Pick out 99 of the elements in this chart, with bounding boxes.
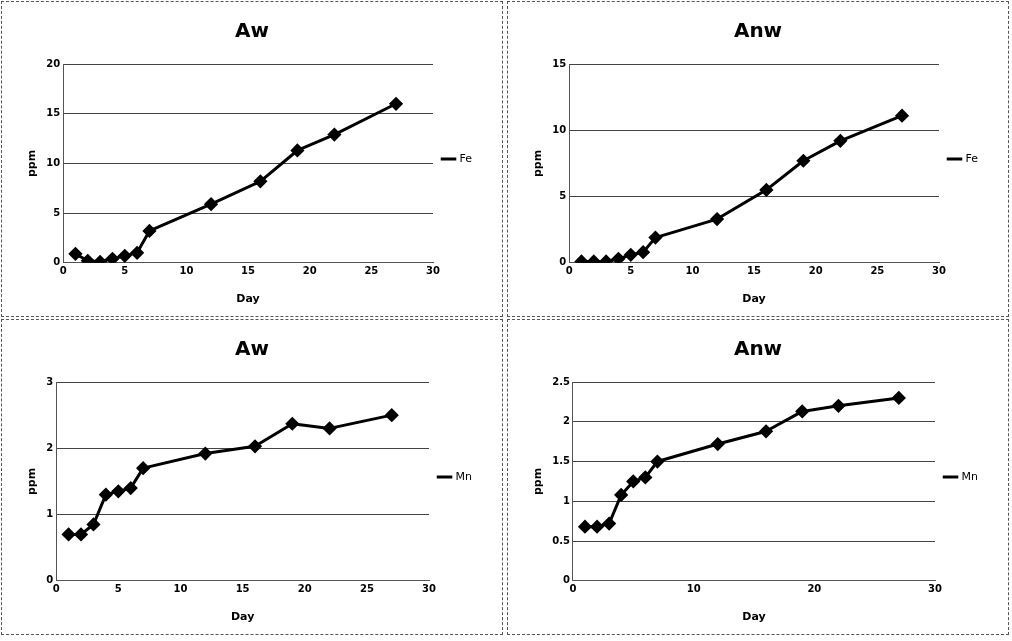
point (578, 520, 592, 534)
x-tick-label: 15 (241, 265, 256, 277)
point (253, 174, 267, 188)
point (611, 252, 625, 263)
point (285, 417, 299, 431)
point (118, 249, 132, 263)
y-tick-label: 2 (46, 441, 54, 453)
y-tick-label: 0 (559, 256, 567, 268)
point (290, 143, 304, 157)
legend-label: Fe (459, 151, 473, 165)
x-tick-label: 25 (870, 265, 885, 277)
x-tick-label: 5 (121, 265, 129, 277)
y-tick-label: 0 (562, 574, 570, 586)
y-tick-label: 2 (562, 415, 570, 427)
chart-title: Anw (733, 336, 783, 361)
x-tick-label: 20 (807, 583, 822, 595)
point (136, 461, 150, 475)
point (711, 437, 725, 451)
x-axis-title: Day (742, 292, 766, 306)
y-tick-label: 10 (46, 156, 61, 168)
point (327, 128, 341, 142)
point (892, 391, 906, 405)
point (831, 399, 845, 413)
point (248, 439, 262, 453)
x-tick-label: 10 (179, 265, 194, 277)
x-tick-label: 20 (808, 265, 823, 277)
x-tick-label: 25 (359, 583, 374, 595)
point (323, 421, 337, 435)
point (198, 447, 212, 461)
y-axis-title: ppm (25, 149, 39, 178)
point (62, 527, 76, 541)
x-tick-label: 5 (114, 583, 122, 595)
y-tick-label: 2.5 (552, 375, 570, 387)
point (602, 517, 616, 531)
point (389, 97, 403, 111)
point (142, 224, 156, 238)
chart-title: Anw (733, 18, 783, 43)
x-tick-label: 30 (422, 583, 437, 595)
point (124, 481, 138, 495)
point (624, 248, 638, 262)
point (636, 245, 650, 259)
y-axis-title: ppm (531, 467, 545, 496)
point (710, 212, 724, 226)
point (86, 517, 100, 531)
point (796, 154, 810, 168)
point (130, 246, 144, 260)
point (650, 455, 664, 469)
x-tick-label: 20 (297, 583, 312, 595)
point (759, 183, 773, 197)
x-tick-label: 10 (686, 583, 701, 595)
point (626, 474, 640, 488)
x-tick-label: 30 (932, 265, 946, 277)
y-tick-label: 0 (46, 574, 54, 586)
point (759, 424, 773, 438)
y-tick-label: 20 (46, 57, 61, 69)
point (614, 488, 628, 502)
legend-label: Mn (455, 469, 473, 483)
point (590, 520, 604, 534)
y-tick-label: 1 (46, 508, 54, 520)
y-tick-label: 15 (552, 57, 567, 69)
legend-label: Mn (961, 469, 979, 483)
point (895, 109, 909, 123)
point (204, 197, 218, 211)
point (795, 404, 809, 418)
x-tick-label: 10 (685, 265, 700, 277)
legend-label: Fe (965, 151, 979, 165)
y-tick-label: 3 (46, 375, 54, 387)
y-tick-label: 10 (552, 123, 567, 135)
y-tick-label: 0.5 (552, 534, 570, 546)
point (68, 247, 82, 261)
x-tick-label: 5 (627, 265, 635, 277)
point (833, 134, 847, 148)
point (385, 408, 399, 422)
y-tick-label: 0 (53, 256, 61, 268)
point (99, 488, 113, 502)
x-axis-title: Day (230, 610, 255, 624)
y-axis-title: ppm (531, 149, 545, 178)
x-axis-title: Day (236, 292, 260, 306)
point (111, 484, 125, 498)
x-tick-label: 25 (364, 265, 379, 277)
x-tick-label: 30 (426, 265, 440, 277)
y-tick-label: 5 (559, 190, 567, 202)
y-tick-label: 15 (46, 107, 61, 119)
y-tick-label: 1.5 (552, 455, 570, 467)
chart-title: Aw (235, 336, 269, 361)
x-tick-label: 30 (928, 583, 943, 595)
point (74, 527, 88, 541)
chart-title: Aw (235, 18, 269, 43)
point (638, 470, 652, 484)
y-tick-label: 5 (53, 206, 61, 218)
y-tick-label: 1 (562, 494, 570, 506)
point (105, 252, 119, 263)
x-tick-label: 15 (747, 265, 762, 277)
y-axis-title: ppm (25, 467, 39, 496)
x-axis-title: Day (742, 610, 766, 624)
x-tick-label: 10 (173, 583, 188, 595)
x-tick-label: 20 (302, 265, 317, 277)
point (648, 231, 662, 245)
x-tick-label: 15 (235, 583, 250, 595)
